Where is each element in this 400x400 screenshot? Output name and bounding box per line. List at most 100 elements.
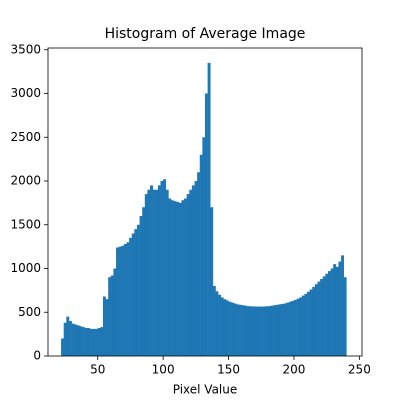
histogram-bar [293, 300, 297, 356]
histogram-bar [317, 281, 321, 356]
histogram-bar [168, 198, 172, 356]
histogram-bar [223, 299, 227, 356]
histogram-bar [163, 179, 167, 356]
histogram-bar [199, 154, 203, 356]
histogram-bar [304, 293, 308, 356]
histogram-bar [207, 62, 211, 356]
x-axis-label: Pixel Value [173, 383, 238, 397]
histogram-bar [97, 328, 101, 356]
histogram-bar [309, 289, 313, 356]
histogram-bar [194, 181, 198, 356]
histogram-bar [129, 237, 133, 356]
histogram-bar [301, 295, 305, 356]
histogram-bar [314, 284, 318, 356]
histogram-bar [286, 302, 290, 356]
histogram-bar [181, 200, 185, 356]
histogram-bar [299, 297, 303, 356]
histogram-bar [225, 300, 229, 356]
histogram-bar [118, 246, 122, 356]
histogram-bar [110, 275, 114, 356]
histogram-bar [325, 273, 329, 356]
y-tick-label: 500 [18, 305, 41, 319]
histogram-bar [228, 301, 232, 356]
histogram-bar [113, 268, 117, 356]
histogram-bar [239, 304, 242, 356]
histogram-bar [262, 306, 266, 356]
histogram-bar [152, 189, 156, 356]
histogram-bar [184, 198, 187, 356]
histogram-bar [100, 327, 104, 356]
histogram-bar [288, 301, 292, 356]
histogram-bar [335, 266, 339, 356]
y-tick-label: 2000 [10, 174, 41, 188]
histogram-bar [155, 189, 159, 356]
histogram-bar [105, 299, 109, 356]
histogram-bar [330, 268, 334, 356]
histogram-bar [267, 306, 271, 356]
histogram-bar [212, 286, 216, 356]
histogram-bar [231, 302, 235, 356]
histogram-bar [176, 202, 180, 356]
y-tick-label: 2500 [10, 130, 41, 144]
histogram-bar [165, 189, 169, 356]
histogram-bar [123, 244, 127, 356]
histogram-bar [278, 304, 282, 356]
histogram-bar [210, 207, 214, 356]
histogram-bar [68, 321, 72, 356]
histogram-bar [249, 306, 253, 356]
histogram-bar [84, 328, 88, 356]
histogram-bar [102, 296, 106, 356]
histogram-bar [244, 305, 248, 356]
histogram-bar [178, 202, 182, 356]
histogram-bar [265, 306, 269, 356]
histogram-bar [343, 277, 347, 356]
histogram-bar [82, 327, 85, 356]
histogram-bar [66, 316, 70, 356]
histogram-bar [157, 185, 161, 356]
y-tick-label: 1500 [10, 217, 41, 231]
histogram-bar [170, 200, 174, 356]
histogram-bar [79, 326, 83, 356]
histogram-bar [341, 255, 344, 356]
histogram-bar [121, 245, 125, 356]
y-tick-label: 0 [33, 349, 41, 363]
histogram-bar [338, 261, 342, 356]
histogram-bar [220, 297, 224, 356]
histogram-bar [322, 276, 326, 356]
histogram-bar [254, 306, 258, 356]
histogram-bar [116, 247, 119, 356]
histogram-bar [186, 194, 190, 356]
histogram-bar [197, 172, 201, 356]
histogram-bar [257, 306, 261, 356]
histogram-bar [131, 233, 135, 356]
x-tick-label: 250 [348, 363, 371, 377]
chart-title: Histogram of Average Image [105, 26, 306, 42]
histogram-bar [189, 189, 193, 356]
histogram-bar [136, 224, 140, 356]
histogram-bar [87, 328, 91, 356]
x-tick-label: 50 [90, 363, 105, 377]
histogram-bar [89, 328, 93, 356]
histogram-bar [108, 277, 112, 356]
y-tick-label: 3500 [10, 42, 41, 56]
x-tick-label: 200 [283, 363, 306, 377]
histogram-bar [144, 194, 148, 356]
histogram-bar [273, 305, 276, 356]
histogram-bar [134, 229, 138, 356]
histogram-bar [218, 294, 221, 356]
histogram-bar [173, 201, 177, 356]
histogram-bar [312, 286, 316, 356]
histogram-bar [233, 303, 237, 356]
histogram-bar [333, 264, 337, 356]
histogram-bar [95, 328, 99, 356]
histogram-bar [291, 300, 295, 356]
histogram-bar [275, 304, 279, 356]
histogram-bar [126, 242, 130, 356]
histogram-bar [283, 303, 287, 356]
histogram-bar [205, 93, 208, 356]
histogram-bar [74, 324, 78, 356]
plot-frame [47, 47, 363, 357]
histogram-bar [327, 271, 331, 356]
histogram-bar [71, 323, 75, 356]
